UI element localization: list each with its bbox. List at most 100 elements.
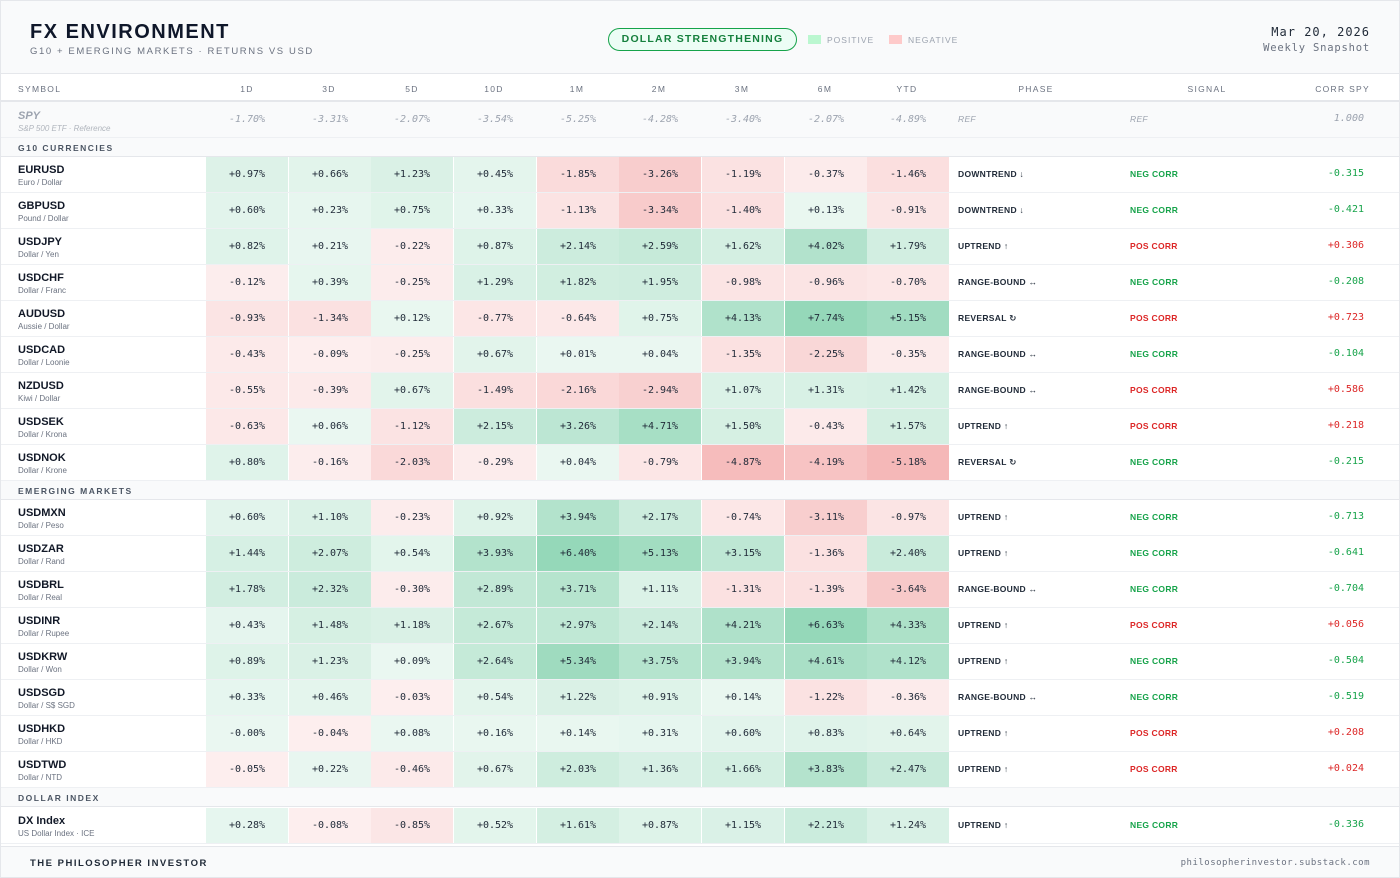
phase-label: UPTREND ↑ <box>958 620 1009 630</box>
signal-label: NEG CORR <box>1130 349 1179 359</box>
table-row[interactable]: USDKRW Dollar / Won +0.89% +1.23% +0.09% +2.6… <box>1 644 1399 680</box>
table-row[interactable]: USDJPY Dollar / Yen +0.82% +0.21% -0.22% +0.8… <box>1 229 1399 265</box>
col-header-3d[interactable]: 3D <box>322 84 336 94</box>
return-cell: -1.46% <box>867 157 949 192</box>
return-cell: +5.34% <box>537 644 619 679</box>
return-cell: -1.22% <box>785 680 867 715</box>
row-name: Dollar / S$ SGD <box>18 701 75 710</box>
table-row[interactable]: DX Index US Dollar Index · ICE +0.28% -0.08… <box>1 808 1399 844</box>
row-symbol: USDZAR <box>18 543 64 555</box>
return-cell: -2.07% <box>393 114 431 125</box>
corr-value: +0.024 <box>1327 763 1364 774</box>
col-header-1d[interactable]: 1D <box>240 84 254 94</box>
col-header-ytd[interactable]: YTD <box>896 84 918 94</box>
table-row[interactable]: NZDUSD Kiwi / Dollar -0.55% -0.39% +0.67% -1.… <box>1 373 1399 409</box>
return-cell: -0.97% <box>867 500 949 535</box>
return-cell: +6.40% <box>537 536 619 571</box>
return-cell: +1.61% <box>537 808 619 843</box>
col-header-1m[interactable]: 1M <box>569 84 585 94</box>
table-row[interactable]: USDBRL Dollar / Real +1.78% +2.32% -0.30% +2.… <box>1 572 1399 608</box>
return-cell: -0.96% <box>785 265 867 300</box>
return-cell: +0.43% <box>206 608 288 643</box>
return-cell: +1.44% <box>206 536 288 571</box>
table-row[interactable]: EURUSD Euro / Dollar +0.97% +0.66% +1.23% +0.… <box>1 157 1399 193</box>
col-header-6m[interactable]: 6M <box>817 84 833 94</box>
table-row[interactable]: GBPUSD Pound / Dollar +0.60% +0.23% +0.75% +0… <box>1 193 1399 229</box>
return-cell: +0.45% <box>454 157 536 192</box>
col-header-10d[interactable]: 10D <box>484 84 504 94</box>
signal-label: NEG CORR <box>1130 692 1179 702</box>
col-header-phase[interactable]: PHASE <box>1018 84 1054 94</box>
corr-value: +0.218 <box>1327 420 1364 431</box>
return-cell: +1.50% <box>702 409 784 444</box>
header: FX ENVIRONMENT G10 + EMERGING MARKETS · … <box>1 1 1399 74</box>
col-header-corr-spy[interactable]: CORR SPY <box>1315 84 1370 94</box>
return-cell: +0.33% <box>454 193 536 228</box>
table-row[interactable]: USDINR Dollar / Rupee +0.43% +1.48% +1.18% +2… <box>1 608 1399 644</box>
table-row[interactable]: USDHKD Dollar / HKD -0.00% -0.04% +0.08% +0.1… <box>1 716 1399 752</box>
col-header-signal[interactable]: SIGNAL <box>1187 84 1227 94</box>
legend-negative-label: NEGATIVE <box>908 35 959 45</box>
return-cell: +1.23% <box>371 157 453 192</box>
signal-label: NEG CORR <box>1130 457 1179 467</box>
return-cell: +2.97% <box>537 608 619 643</box>
corr-value: -0.104 <box>1327 348 1364 359</box>
col-header-5d[interactable]: 5D <box>405 84 419 94</box>
return-cell: +0.60% <box>206 193 288 228</box>
return-cell: -2.07% <box>807 114 845 125</box>
return-cell: -0.46% <box>371 752 453 787</box>
signal-label: NEG CORR <box>1130 820 1179 830</box>
return-cell: +1.78% <box>206 572 288 607</box>
return-cell: +1.31% <box>785 373 867 408</box>
return-cell: -5.25% <box>559 114 597 125</box>
return-cell: +0.67% <box>454 752 536 787</box>
return-cell: -0.23% <box>371 500 453 535</box>
return-cell: +0.67% <box>371 373 453 408</box>
table-row[interactable]: USDTWD Dollar / NTD -0.05% +0.22% -0.46% +0.6… <box>1 752 1399 788</box>
signal-label: POS CORR <box>1130 728 1178 738</box>
return-cell: +0.46% <box>289 680 371 715</box>
row-name: S&P 500 ETF · Reference <box>18 124 111 133</box>
section-title: G10 CURRENCIES <box>18 143 114 153</box>
return-cell: -1.39% <box>785 572 867 607</box>
return-cell: +2.07% <box>289 536 371 571</box>
return-cell: +2.03% <box>537 752 619 787</box>
row-name: Dollar / NTD <box>18 773 63 782</box>
return-cell: +0.04% <box>619 337 701 372</box>
row-symbol: USDMXN <box>18 507 66 519</box>
row-symbol: USDINR <box>18 615 61 627</box>
return-cell: -2.94% <box>619 373 701 408</box>
return-cell: -0.85% <box>371 808 453 843</box>
row-name: Dollar / HKD <box>18 737 63 746</box>
table-row[interactable]: USDCAD Dollar / Loonie -0.43% -0.09% -0.25% +… <box>1 337 1399 373</box>
return-cell: +1.66% <box>702 752 784 787</box>
regime-badge: DOLLAR STRENGTHENING <box>608 28 797 51</box>
row-symbol: USDCAD <box>18 344 66 356</box>
corr-value: +0.208 <box>1327 727 1364 738</box>
return-cell: -0.74% <box>702 500 784 535</box>
corr-value: -0.215 <box>1327 456 1364 467</box>
return-cell: +0.14% <box>702 680 784 715</box>
reference-row[interactable]: SPY S&P 500 ETF · Reference -1.70% -3.31% -2… <box>1 102 1399 138</box>
table-row[interactable]: USDSEK Dollar / Krona -0.63% +0.06% -1.12% +2… <box>1 409 1399 445</box>
table-row[interactable]: USDSGD Dollar / S$ SGD +0.33% +0.46% -0.03% +… <box>1 680 1399 716</box>
page-subtitle: G10 + EMERGING MARKETS · RETURNS VS USD <box>30 46 314 57</box>
row-name: Dollar / Peso <box>18 521 64 530</box>
return-cell: +2.32% <box>289 572 371 607</box>
col-header-3m[interactable]: 3M <box>734 84 750 94</box>
return-cell: -3.26% <box>619 157 701 192</box>
table-row[interactable]: USDNOK Dollar / Krone +0.80% -0.16% -2.03% -0… <box>1 445 1399 481</box>
return-cell: -4.19% <box>785 445 867 480</box>
col-header-2m[interactable]: 2M <box>651 84 667 94</box>
table-row[interactable]: USDCHF Dollar / Franc -0.12% +0.39% -0.25% +1… <box>1 265 1399 301</box>
col-header-symbol[interactable]: SYMBOL <box>18 84 62 94</box>
table-row[interactable]: USDMXN Dollar / Peso +0.60% +1.10% -0.23% +0.… <box>1 500 1399 536</box>
table-row[interactable]: AUDUSD Aussie / Dollar -0.93% -1.34% +0.12% -… <box>1 301 1399 337</box>
return-cell: +0.31% <box>619 716 701 751</box>
row-name: Dollar / Won <box>18 665 62 674</box>
return-cell: +2.67% <box>454 608 536 643</box>
table-row[interactable]: USDZAR Dollar / Rand +1.44% +2.07% +0.54% +3.… <box>1 536 1399 572</box>
snapshot-label: Weekly Snapshot <box>1263 42 1370 54</box>
return-cell: +3.83% <box>785 752 867 787</box>
section-title: EMERGING MARKETS <box>18 486 133 496</box>
